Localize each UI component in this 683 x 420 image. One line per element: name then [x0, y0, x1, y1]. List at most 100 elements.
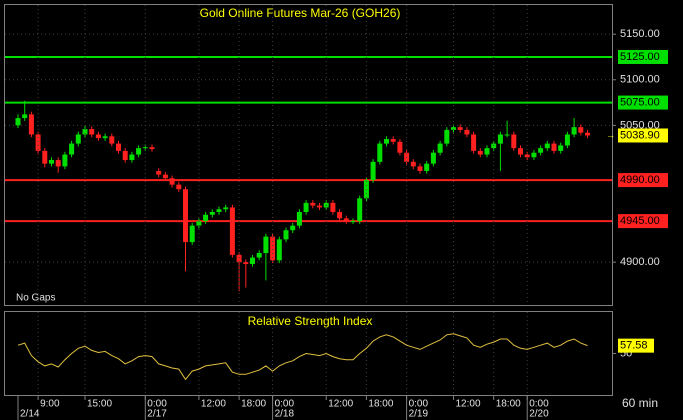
candle-body: [343, 218, 349, 222]
candle-body: [75, 134, 81, 144]
x-tick-label: 12:00: [201, 399, 226, 410]
y-tick-label: 4900.00: [620, 256, 660, 268]
candle-body: [162, 174, 168, 179]
date-tick-label: 2/20: [529, 409, 549, 420]
candle-body: [310, 202, 316, 206]
candle-body: [337, 211, 343, 219]
candle-body: [156, 170, 162, 175]
candle-body: [477, 150, 483, 155]
y-tick-label: 5100.00: [620, 74, 660, 86]
candle-body: [223, 207, 229, 210]
date-tick-label: 2/18: [275, 409, 295, 420]
level-label-box: [618, 173, 668, 188]
candle-body: [35, 134, 41, 151]
candle-body: [263, 236, 269, 254]
candle-body: [444, 129, 450, 144]
candle-body: [216, 209, 222, 212]
candle-body: [384, 139, 389, 144]
candle-body: [136, 148, 142, 155]
candle-body: [317, 205, 322, 208]
candle-body: [464, 129, 470, 135]
note: No Gaps: [16, 293, 55, 304]
level-label-box: [618, 49, 668, 64]
last-price-label: 5038.90: [620, 129, 660, 141]
last-value-box: [618, 338, 654, 353]
candle-body: [176, 184, 182, 190]
candle-body: [55, 160, 61, 167]
x-tick-label: 18:00: [241, 399, 266, 410]
level-label: 5075.00: [620, 96, 660, 108]
candle-body: [169, 178, 175, 185]
candle-body: [538, 148, 544, 153]
date-tick-label: 2/17: [147, 409, 167, 420]
last-price-box: [618, 128, 668, 143]
candle-body: [209, 211, 215, 215]
candle-body: [49, 160, 54, 164]
level-label: 4945.00: [620, 215, 660, 227]
candle-body: [390, 139, 396, 142]
y-tick-label: 5050.00: [620, 119, 660, 131]
candle-body: [129, 154, 135, 161]
candle-body: [497, 134, 503, 144]
x-tick-label: 0:00: [529, 399, 549, 410]
candle-body: [451, 127, 456, 130]
candle-body: [430, 152, 436, 164]
level-label: 4990.00: [620, 174, 660, 186]
x-tick-label: 18:00: [496, 399, 521, 410]
x-tick-label: 12:00: [328, 399, 353, 410]
candle-body: [116, 143, 121, 151]
candle-body: [276, 239, 282, 261]
candle-body: [95, 134, 101, 139]
candle-body: [270, 236, 276, 261]
last-price-arrow: →: [606, 130, 615, 140]
candle-body: [189, 225, 195, 243]
candle-body: [518, 148, 523, 155]
candle-body: [571, 127, 577, 135]
candle-body: [89, 129, 95, 135]
candle-body: [203, 214, 209, 222]
candle-body: [424, 163, 430, 171]
y-tick-label: 5150.00: [620, 28, 660, 40]
candle-body: [585, 132, 590, 136]
rsi-line: [17, 333, 588, 381]
candle-body: [578, 127, 584, 133]
last-value-label: 57.58: [620, 340, 648, 352]
level-label-box: [618, 95, 668, 110]
candle-body: [558, 145, 564, 151]
candle-body: [142, 147, 148, 149]
candle-body: [564, 134, 570, 146]
candle-body: [437, 143, 443, 153]
candle-body: [243, 262, 249, 264]
candle-body: [69, 143, 75, 155]
candle-body: [471, 134, 477, 151]
x-tick-label: 0:00: [147, 399, 167, 410]
candle-body: [296, 211, 302, 226]
candle-body: [183, 189, 188, 243]
candle-body: [236, 254, 242, 263]
candle-body: [256, 253, 262, 258]
date-tick-label: 2/19: [409, 409, 429, 420]
candle-body: [28, 114, 34, 135]
x-tick-label: 12:00: [456, 399, 481, 410]
x-tick-label: 9:00: [40, 399, 60, 410]
candle-body: [504, 134, 510, 136]
x-tick-label: 0:00: [275, 399, 295, 410]
candle-body: [330, 202, 336, 212]
candle-body: [290, 225, 296, 231]
candle-body: [42, 150, 48, 164]
candle-body: [149, 147, 155, 150]
x-tick-label: 15:00: [87, 399, 112, 410]
candle-body: [82, 129, 88, 135]
x-tick-label: 18:00: [368, 399, 393, 410]
chart-title: Gold Online Futures Mar-26 (GOH26): [200, 6, 401, 20]
candle-body: [357, 198, 363, 222]
candle-body: [511, 134, 517, 149]
candle-body: [196, 221, 202, 226]
candle-body: [531, 152, 537, 158]
candle-body: [350, 221, 356, 223]
candle-body: [122, 150, 128, 161]
candle-body: [250, 257, 255, 264]
candle-body: [283, 230, 289, 240]
